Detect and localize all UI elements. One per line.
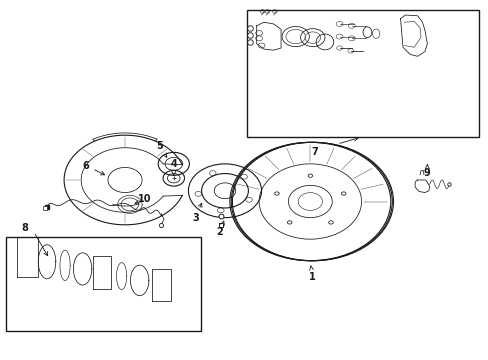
Text: 9: 9 bbox=[423, 165, 430, 178]
Text: 3: 3 bbox=[192, 203, 202, 222]
Text: 1: 1 bbox=[309, 266, 316, 282]
Bar bbox=[5, 237, 200, 330]
Text: 4: 4 bbox=[170, 159, 177, 175]
Text: 2: 2 bbox=[216, 221, 224, 237]
Text: 5: 5 bbox=[156, 141, 166, 157]
Text: 7: 7 bbox=[311, 147, 318, 157]
Text: 8: 8 bbox=[21, 224, 28, 233]
Text: 6: 6 bbox=[82, 161, 104, 175]
Text: 10: 10 bbox=[138, 194, 151, 204]
Bar bbox=[246, 10, 478, 137]
